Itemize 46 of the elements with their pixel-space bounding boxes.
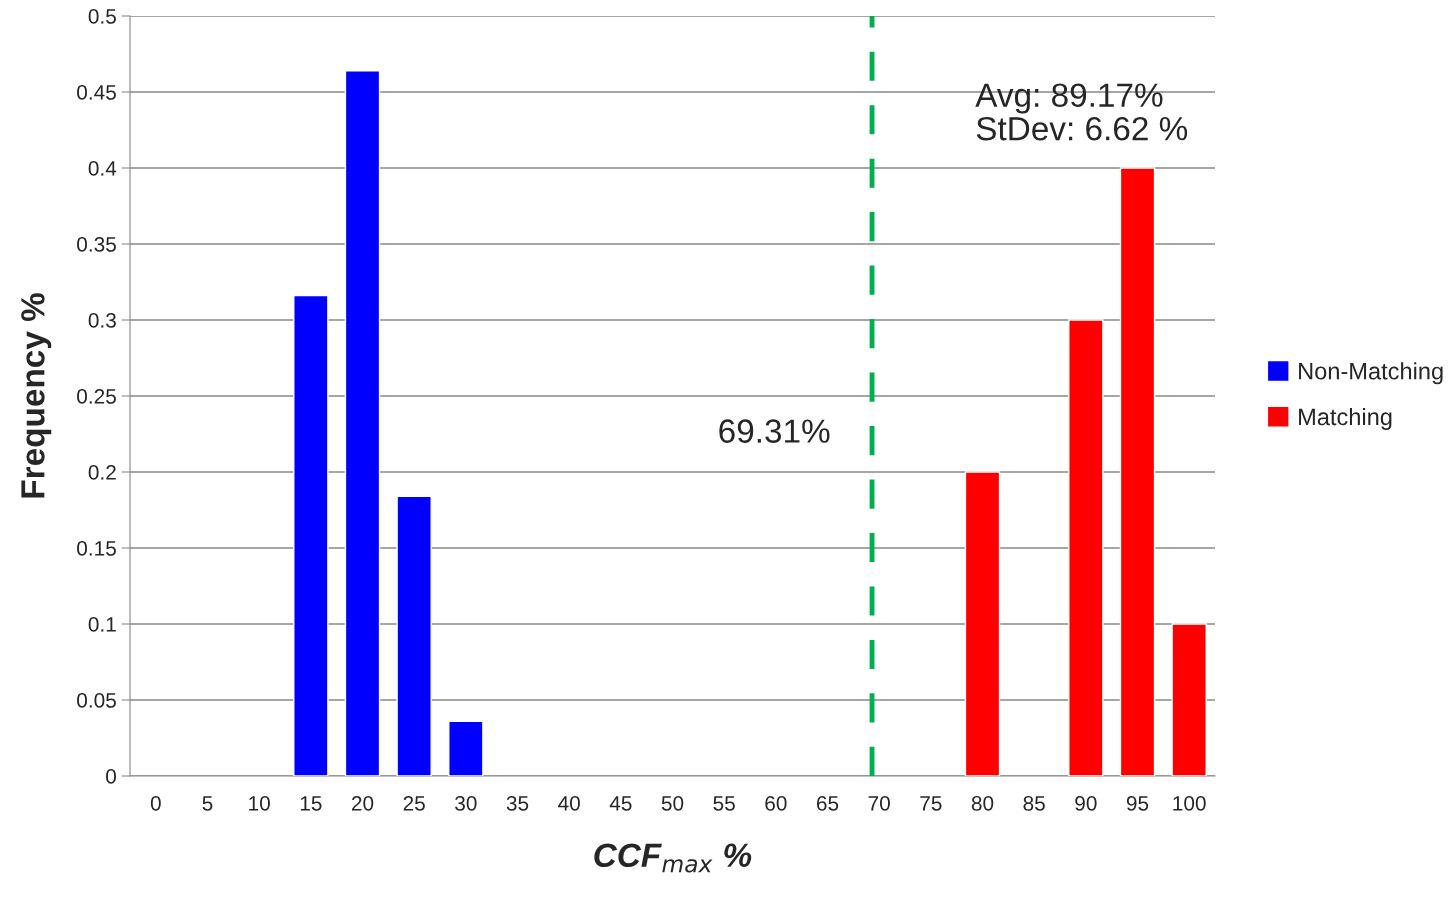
y-tick-label: 0.45	[77, 85, 116, 100]
legend-label: Non-Matching	[1299, 362, 1443, 385]
x-tick-label: 75	[920, 796, 942, 811]
x-tick-label: 90	[1075, 795, 1097, 811]
y-tick-label: 0.35	[77, 237, 116, 252]
y-tick-label: 0.4	[88, 161, 117, 176]
bar	[1171, 623, 1207, 776]
y-tick-label: 0.15	[77, 541, 116, 556]
x-axis-title: CCF$_{max}$ %	[594, 843, 752, 873]
x-tick-label: 45	[609, 796, 632, 811]
y-tick-label: 0.05	[77, 693, 116, 708]
x-tick-label: 20	[351, 795, 374, 811]
bar	[448, 720, 484, 776]
x-tick-label: 40	[558, 795, 580, 811]
x-tick-label: 80	[971, 795, 994, 811]
x-tick-label: 10	[249, 795, 270, 811]
bar	[1068, 319, 1104, 776]
x-tick-label: 30	[455, 795, 477, 811]
x-tick-label: 100	[1173, 795, 1206, 811]
y-tick-label: 0.5	[88, 9, 116, 24]
y-tick-label: 0.3	[88, 313, 116, 328]
bar	[964, 471, 1001, 776]
bar	[1119, 167, 1156, 776]
x-tick-label: 25	[403, 795, 425, 811]
y-tick-label: 0	[106, 769, 116, 784]
x-tick-label: 95	[1126, 795, 1149, 811]
x-tick-label: 70	[868, 795, 890, 811]
x-tick-label: 60	[765, 795, 787, 811]
y-axis-title: Frequency %	[21, 293, 52, 498]
y-tick-label: 0.25	[77, 389, 116, 404]
x-tick-label: 15	[300, 796, 322, 811]
x-tick-label: 50	[661, 795, 684, 811]
annotation: Avg: 89.17% StDev: 6.62 %	[975, 83, 1188, 141]
x-tick-label: 65	[816, 795, 839, 811]
x-tick-label: 55	[713, 796, 735, 811]
x-tick-label: 5	[202, 796, 213, 811]
bar	[344, 70, 381, 776]
legend-label: Matching	[1299, 407, 1392, 430]
y-tick-label: 0.2	[88, 465, 116, 480]
y-tick-label: 0.1	[88, 617, 116, 632]
bar	[396, 495, 432, 776]
x-tick-label: 35	[506, 795, 529, 811]
x-tick-label: 85	[1023, 795, 1045, 811]
x-tick-label: 0	[150, 795, 161, 811]
bar	[293, 294, 329, 776]
ref-line-label: 69.31%	[719, 419, 830, 443]
